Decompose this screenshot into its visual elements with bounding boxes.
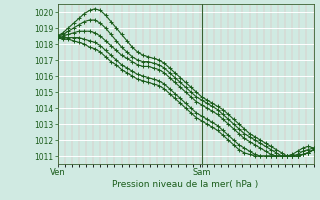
- X-axis label: Pression niveau de la mer( hPa ): Pression niveau de la mer( hPa ): [112, 180, 259, 189]
